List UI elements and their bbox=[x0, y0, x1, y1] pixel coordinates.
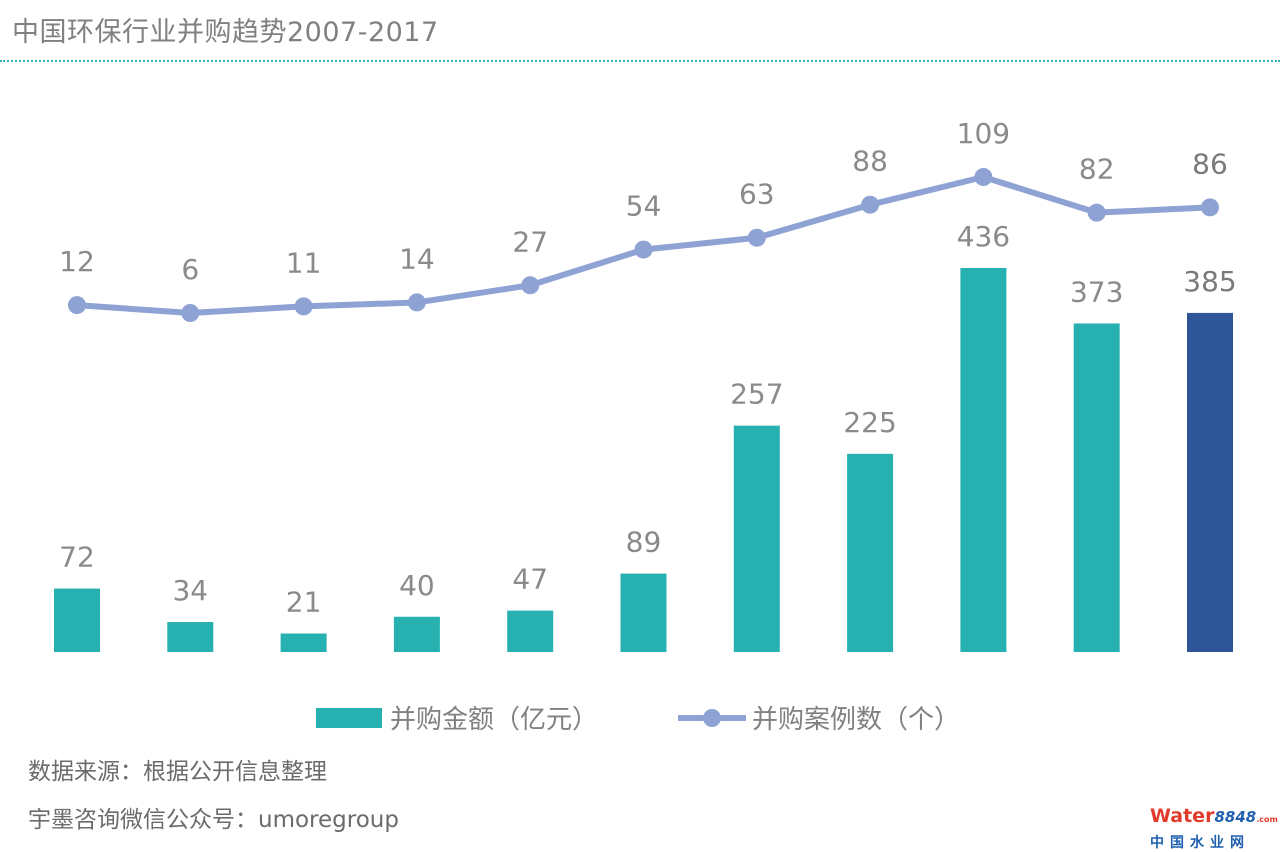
line-point-2008 bbox=[181, 304, 200, 322]
line-label-group: 12 6 11 14 27 54 63 88 109 82 86 bbox=[59, 117, 1228, 286]
bar-2008 bbox=[167, 622, 214, 652]
line-label-2013: 63 bbox=[739, 178, 775, 211]
line-point-2013 bbox=[747, 228, 766, 247]
chart: 72 34 21 40 47 89 257 225 436 373 385 12 6 11 14 27 54 6… bbox=[54, 117, 1237, 735]
legend-line-label: 并购案例数（个） bbox=[752, 705, 960, 735]
bar-2015 bbox=[960, 268, 1007, 652]
line-series bbox=[68, 168, 1219, 322]
bar-label-2011: 47 bbox=[512, 563, 548, 596]
line-label-2008: 6 bbox=[181, 253, 199, 286]
legend-bar-label: 并购金额（亿元） bbox=[390, 705, 598, 735]
bar-2016 bbox=[1073, 323, 1120, 652]
line-label-2014: 88 bbox=[852, 145, 888, 178]
line-point-2014 bbox=[861, 195, 880, 214]
source-note: 数据来源：根据公开信息整理 bbox=[28, 759, 327, 785]
line-point-2010 bbox=[407, 293, 426, 312]
line-point-2017 bbox=[1201, 198, 1219, 217]
bar-label-group: 72 34 21 40 47 89 257 225 436 373 385 bbox=[59, 220, 1237, 619]
line-label-2007: 12 bbox=[59, 245, 95, 278]
line-label-2015: 109 bbox=[957, 117, 1010, 150]
bar-2017 bbox=[1187, 312, 1233, 652]
bar-2012 bbox=[620, 573, 667, 652]
line-point-2016 bbox=[1087, 203, 1106, 222]
bar-series bbox=[54, 268, 1233, 652]
line-point-2015 bbox=[974, 168, 993, 186]
bar-label-2014: 225 bbox=[843, 406, 896, 439]
bar-label-2007: 72 bbox=[59, 541, 95, 574]
line-point-2009 bbox=[294, 297, 313, 316]
logo-brand: Water bbox=[1150, 805, 1215, 827]
logo-number: 8848 bbox=[1214, 808, 1257, 826]
bar-label-2017: 385 bbox=[1183, 265, 1236, 298]
wechat-account-note: 宇墨咨询微信公众号：umoregroup bbox=[28, 807, 399, 833]
legend-line-marker bbox=[703, 709, 721, 727]
legend-bar-swatch bbox=[316, 708, 382, 728]
line-label-2016: 82 bbox=[1079, 153, 1115, 186]
bar-label-2009: 21 bbox=[286, 586, 322, 619]
bar-2014 bbox=[847, 453, 894, 652]
logo-subtitle: 中国水业网 bbox=[1150, 835, 1250, 851]
title-divider bbox=[0, 60, 1280, 62]
bar-label-2013: 257 bbox=[730, 378, 783, 411]
line-point-2012 bbox=[634, 240, 653, 259]
chart-title: 中国环保行业并购趋势2007-2017 bbox=[12, 17, 439, 48]
bar-label-2008: 34 bbox=[172, 574, 208, 607]
water8848-logo: Water8848.com 中国水业网 bbox=[1150, 805, 1278, 851]
legend: 并购金额（亿元） 并购案例数（个） bbox=[316, 705, 960, 735]
bar-2011 bbox=[507, 610, 554, 652]
bar-label-2015: 436 bbox=[957, 220, 1010, 253]
line-point-2007 bbox=[68, 296, 86, 315]
logo-suffix: .com bbox=[1256, 815, 1278, 824]
bar-2009 bbox=[280, 633, 327, 652]
line-label-2009: 11 bbox=[286, 246, 322, 279]
bar-2013 bbox=[733, 425, 780, 652]
line-label-2017: 86 bbox=[1192, 147, 1228, 180]
line-label-2012: 54 bbox=[626, 190, 662, 223]
bar-label-2012: 89 bbox=[626, 526, 662, 559]
bar-label-2016: 373 bbox=[1070, 275, 1123, 308]
bar-2010 bbox=[393, 616, 440, 652]
line-point-2011 bbox=[521, 276, 540, 295]
line-label-2011: 27 bbox=[512, 225, 548, 258]
line-label-2010: 14 bbox=[399, 242, 435, 275]
bar-2007 bbox=[54, 588, 100, 652]
bar-label-2010: 40 bbox=[399, 569, 435, 602]
